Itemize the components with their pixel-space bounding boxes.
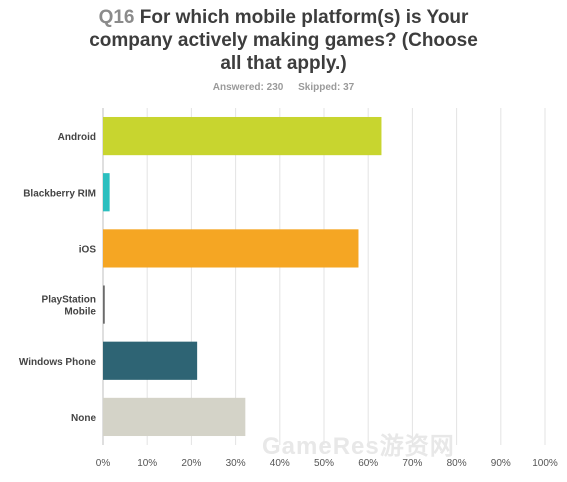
x-tick-label: 90% xyxy=(491,458,511,469)
x-tick-label: 60% xyxy=(358,458,378,469)
answered-count: Answered: 230 xyxy=(212,82,284,93)
category-label: Blackberry RIM xyxy=(23,188,96,199)
x-tick-label: 10% xyxy=(137,458,157,469)
title-line-3: all that apply.) xyxy=(220,53,347,74)
category-label: PlayStation xyxy=(42,295,96,306)
bar xyxy=(103,229,359,268)
x-tick-label: 50% xyxy=(314,458,334,469)
category-label: None xyxy=(71,413,96,424)
chart-title: Q16 For which mobile platform(s) is Your… xyxy=(0,6,567,75)
title-line-1: For which mobile platform(s) is Your xyxy=(139,7,469,28)
bar xyxy=(103,397,246,437)
bar xyxy=(103,341,198,380)
x-tick-label: 20% xyxy=(181,458,201,469)
skipped-count: Skipped: 37 xyxy=(298,82,355,93)
watermark: GameRes游资网 xyxy=(262,433,455,460)
response-stats: Answered: 230 Skipped: 37 xyxy=(0,82,567,93)
x-tick-label: 70% xyxy=(402,458,422,469)
bar xyxy=(103,285,105,324)
x-tick-label: 30% xyxy=(226,458,246,469)
category-label: Mobile xyxy=(64,307,96,318)
title-line-2: company actively making games? (Choose xyxy=(89,30,478,51)
category-label: iOS xyxy=(79,244,97,255)
question-number: Q16 xyxy=(98,7,135,28)
category-label: Android xyxy=(58,132,96,143)
category-label: Windows Phone xyxy=(19,357,97,368)
x-tick-label: 0% xyxy=(96,458,111,469)
x-tick-label: 100% xyxy=(532,458,558,469)
x-tick-label: 40% xyxy=(270,458,290,469)
bar xyxy=(103,173,110,212)
bar xyxy=(103,116,382,156)
x-tick-label: 80% xyxy=(447,458,467,469)
